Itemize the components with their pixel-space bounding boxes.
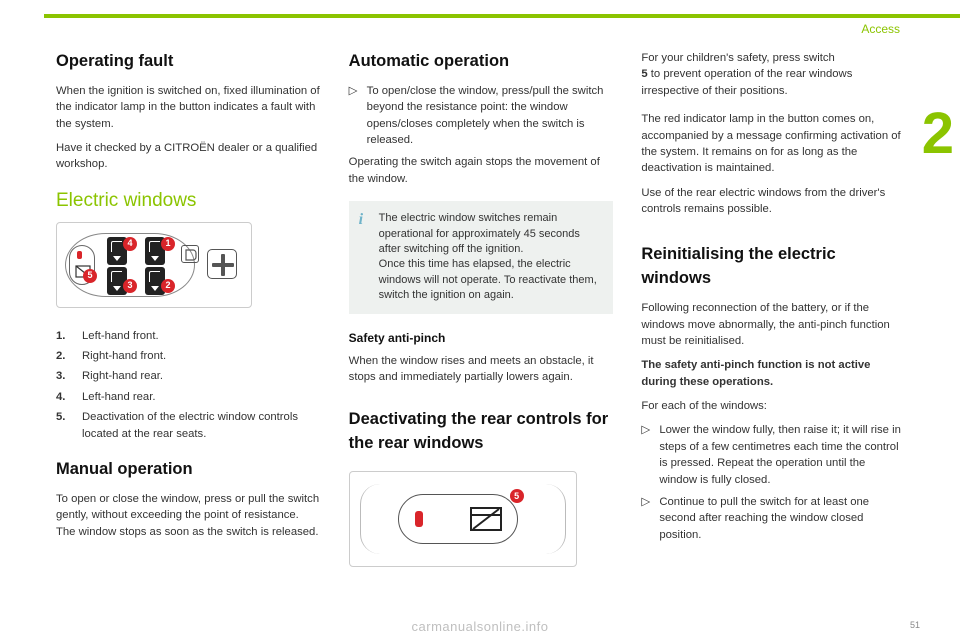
chapter-number: 2 xyxy=(922,100,954,167)
heading-safety-anti-pinch: Safety anti-pinch xyxy=(349,330,614,347)
heading-operating-fault: Operating fault xyxy=(56,50,321,74)
fault-text-1: When the ignition is switched on, fixed … xyxy=(56,83,321,132)
driver-controls-text: Use of the rear electric windows from th… xyxy=(641,185,906,218)
heading-electric-windows: Electric windows xyxy=(56,187,321,215)
safety-text: When the window rises and meets an obsta… xyxy=(349,353,614,386)
mirror-dpad-icon xyxy=(207,249,237,279)
rear-lock-button-icon xyxy=(398,494,518,544)
heading-deactivating-rear: Deactivating the rear controls for the r… xyxy=(349,408,614,456)
column-3: For your children's safety, press switch… xyxy=(641,50,906,580)
list-item: 4.Left-hand rear. xyxy=(56,389,321,405)
switch-legend-list: 1.Left-hand front. 2.Right-hand front. 3… xyxy=(56,328,321,442)
badge-4: 4 xyxy=(123,237,137,251)
heading-reinitialising: Reinitialising the electric windows xyxy=(641,243,906,291)
auto-bullet-1: ▷ To open/close the window, press/pull t… xyxy=(349,83,614,149)
badge-1: 1 xyxy=(161,237,175,251)
top-accent-bar xyxy=(0,14,960,18)
watermark: carmanualsonline.info xyxy=(0,619,960,634)
info-icon: i xyxy=(359,209,363,231)
info-box: i The electric window switches remain op… xyxy=(349,201,614,313)
window-switch-panel-illustration: 5 4 3 1 2 xyxy=(56,222,252,308)
column-2: Automatic operation ▷ To open/close the … xyxy=(349,50,614,580)
mirror-select-icon xyxy=(181,245,199,263)
page-content: Operating fault When the ignition is swi… xyxy=(56,50,906,580)
reinit-text-2: The safety anti-pinch function is not ac… xyxy=(641,357,906,390)
list-item: 3.Right-hand rear. xyxy=(56,368,321,384)
indicator-lamp-text: The red indicator lamp in the button com… xyxy=(641,111,906,177)
badge-5: 5 xyxy=(83,269,97,283)
info-text: The electric window switches remain oper… xyxy=(379,212,597,301)
badge-3: 3 xyxy=(123,279,137,293)
rear-lock-illustration: 5 xyxy=(349,471,577,567)
heading-manual-operation: Manual operation xyxy=(56,458,321,482)
list-item: 5.Deactivation of the electric window co… xyxy=(56,409,321,442)
fault-text-2: Have it checked by a CITROËN dealer or a… xyxy=(56,140,321,173)
heading-automatic-operation: Automatic operation xyxy=(349,50,614,74)
section-label: Access xyxy=(861,22,900,36)
manual-text: To open or close the window, press or pu… xyxy=(56,491,321,540)
badge-2: 2 xyxy=(161,279,175,293)
page-number: 51 xyxy=(910,620,920,630)
list-item: 1.Left-hand front. xyxy=(56,328,321,344)
reinit-bullet-1: ▷ Lower the window fully, then raise it;… xyxy=(641,422,906,488)
list-item: 2.Right-hand front. xyxy=(56,348,321,364)
reinit-text-3: For each of the windows: xyxy=(641,398,906,414)
column-1: Operating fault When the ignition is swi… xyxy=(56,50,321,580)
reinit-text-1: Following reconnection of the battery, o… xyxy=(641,300,906,349)
reinit-bullet-2: ▷ Continue to pull the switch for at lea… xyxy=(641,494,906,543)
safety-press-text: For your children's safety, press switch… xyxy=(641,50,906,99)
badge-5b: 5 xyxy=(510,489,524,503)
auto-text-2: Operating the switch again stops the mov… xyxy=(349,154,614,187)
